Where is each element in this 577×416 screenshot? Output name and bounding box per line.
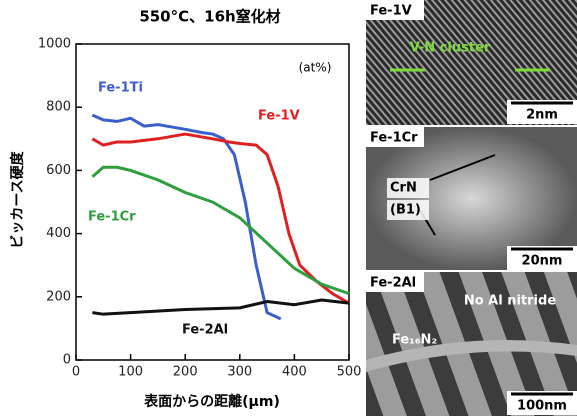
y-axis-label: ビッカース硬度	[9, 150, 26, 248]
annotation: (at%)	[299, 61, 332, 75]
panel-label: Fe-1Cr	[370, 131, 418, 146]
y-tick-label: 800	[46, 100, 71, 115]
annotation: CrN	[390, 181, 417, 196]
chart-title: 550°C、16h窒化材	[139, 8, 280, 26]
x-tick-label: 0	[72, 365, 80, 380]
series-label: Fe-1Ti	[98, 81, 143, 96]
x-tick-label: 200	[173, 365, 198, 380]
scale-label: 100nm	[517, 399, 567, 414]
scale-label: 20nm	[522, 254, 563, 269]
series-line	[92, 300, 349, 314]
annotation: V-N cluster	[410, 41, 491, 56]
y-tick-label: 400	[46, 226, 71, 241]
chart: 550°C、16h窒化材 (at%) 表面からの距離(μm) ビッカース硬度 0 200 4…	[9, 8, 361, 411]
panel-label: Fe-1V	[370, 4, 412, 19]
y-tick-label: 600	[46, 163, 71, 178]
x-tick-label: 100	[118, 365, 143, 380]
panel-label: Fe-2Al	[370, 276, 416, 291]
annotation: (B1)	[390, 203, 421, 218]
page: {"chart_data": {"type": "line", "title":…	[0, 0, 577, 416]
annotation: Fe₁₆N₂	[392, 333, 437, 348]
y-tick-label: 200	[46, 289, 71, 304]
y-tick-label: 1000	[38, 37, 71, 52]
y-tick-label: 0	[63, 353, 71, 368]
x-tick-label: 500	[337, 365, 362, 380]
x-tick-label: 300	[227, 365, 252, 380]
series-label: Fe-1Cr	[88, 210, 136, 225]
annotation: No Al nitride	[464, 294, 556, 309]
x-axis-label: 表面からの距離(μm)	[143, 393, 280, 410]
series-label: Fe-2Al	[182, 323, 228, 338]
x-tick-label: 400	[282, 365, 307, 380]
series-label: Fe-1V	[258, 109, 300, 124]
scale-label: 2nm	[526, 108, 558, 123]
figure: Fe-1V V-N cluster 2nm Fe-1Cr CrN (B1) 20nm Fe-2…	[0, 0, 577, 416]
